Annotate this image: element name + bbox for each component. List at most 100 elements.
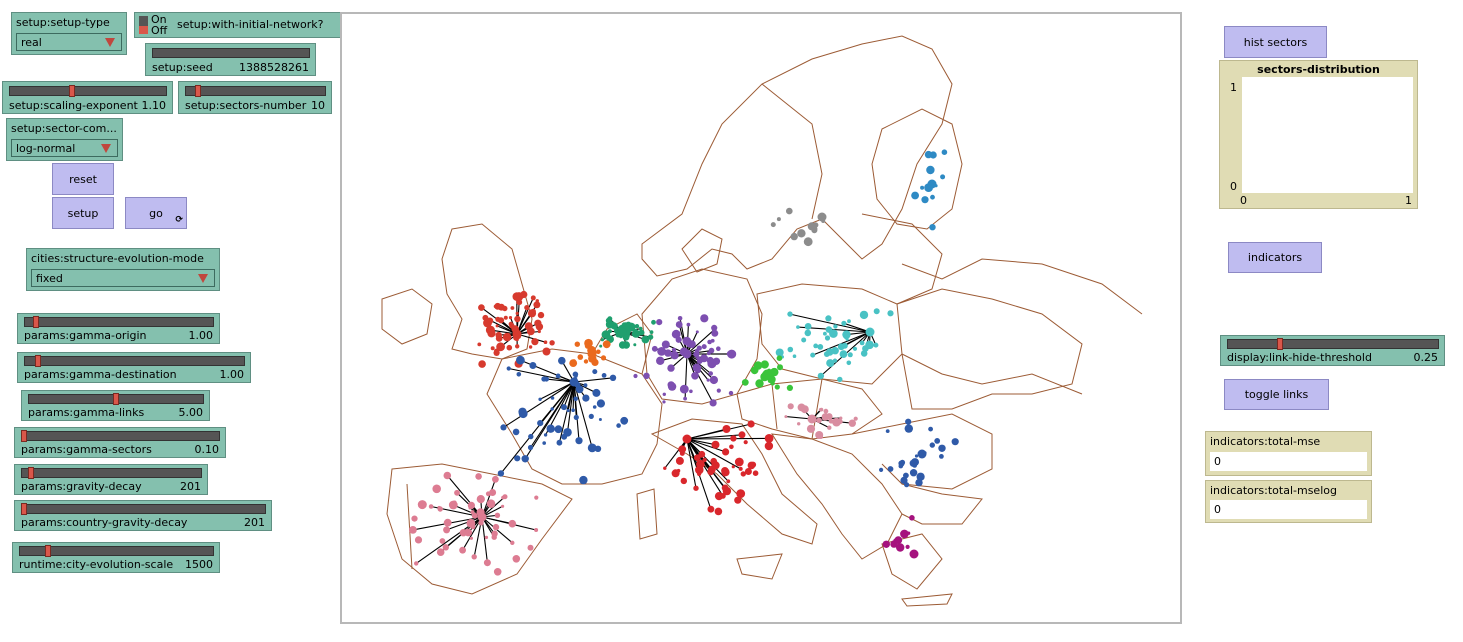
indicators-button[interactable]: indicators [1228,242,1322,273]
seed-slider[interactable]: setup:seed 1388528261 [145,43,316,76]
dropdown-arrow-icon [105,38,115,47]
gamma-origin-slider[interactable]: params:gamma-origin 1.00 [17,313,220,344]
structure-mode-dropdown[interactable]: fixed [31,269,215,287]
gamma-destination-slider[interactable]: params:gamma-destination 1.00 [17,352,251,383]
city-node [774,384,780,390]
city-node [497,470,505,477]
city-node [546,424,555,433]
dropdown-arrow-icon [198,274,208,283]
city-node [938,444,946,452]
city-node [914,454,919,458]
slider-knob[interactable] [69,85,75,97]
initial-network-switch[interactable]: On Off setup:with-initial-network? [134,12,352,38]
city-node [487,329,496,338]
slider-knob[interactable] [28,467,34,479]
city-node [744,468,752,475]
city-evolution-scale-slider[interactable]: runtime:city-evolution-scale 1500 [12,542,220,573]
city-node [816,417,822,423]
slider-track[interactable] [19,546,214,556]
slider-track[interactable] [24,356,245,366]
toggle-links-button[interactable]: toggle links [1224,379,1329,410]
setup-button[interactable]: setup [52,197,114,229]
city-evolution-scale-value: 1500 [185,558,213,571]
gamma-links-slider[interactable]: params:gamma-links 5.00 [21,390,210,421]
slider-track[interactable] [185,86,326,96]
city-node [859,340,865,346]
city-node [602,340,611,349]
city-node [941,149,948,155]
city-node [691,372,699,380]
switch-knob[interactable] [139,26,148,34]
gamma-sectors-slider[interactable]: params:gamma-sectors 0.10 [14,427,226,458]
slider-track[interactable] [21,468,202,478]
gravity-decay-slider[interactable]: params:gravity-decay 201 [14,464,208,495]
slider-track[interactable] [21,504,266,514]
city-node [909,459,917,467]
city-node [598,418,602,421]
slider-track[interactable] [9,86,167,96]
city-node [503,315,508,320]
city-node [587,443,597,453]
slider-knob[interactable] [1277,338,1283,350]
city-node [528,433,534,440]
network-link [566,381,575,433]
network-link [516,333,546,343]
city-node [493,304,498,309]
slider-knob[interactable] [35,355,41,367]
city-node [498,303,505,311]
sector-composition-chooser[interactable]: setup:sector-com... log-normal [6,118,123,161]
slider-knob[interactable] [195,85,201,97]
city-node [651,345,658,352]
city-node [577,354,584,360]
go-button[interactable]: go ⟳ [125,197,187,229]
city-node [797,229,806,238]
city-node [675,456,684,465]
network-link [686,438,724,497]
reset-button[interactable]: reset [52,163,114,195]
slider-track[interactable] [21,431,220,441]
slider-knob[interactable] [113,393,119,405]
slider-knob[interactable] [45,545,51,557]
city-node [411,515,418,522]
world-view[interactable] [340,12,1182,624]
city-node [819,407,824,412]
city-node [436,548,445,556]
city-node [726,479,731,484]
city-node [442,544,449,551]
slider-track[interactable] [1227,339,1439,349]
city-node [873,342,879,348]
city-node [695,330,699,334]
country-gravity-decay-slider[interactable]: params:country-gravity-decay 201 [14,500,272,531]
network-link [446,516,483,531]
sector-comp-dropdown[interactable]: log-normal [11,139,118,157]
city-node [667,364,675,372]
switch-track[interactable] [139,16,148,34]
city-node [527,544,534,551]
scaling-exponent-slider[interactable]: setup:scaling-exponent 1.10 [2,81,173,114]
slider-knob[interactable] [21,430,27,442]
gamma-origin-label: params:gamma-origin [24,329,147,342]
city-evolution-scale-label: runtime:city-evolution-scale [19,558,174,571]
city-node [832,358,838,363]
border-portugal [406,483,413,570]
setup-type-chooser[interactable]: setup:setup-type real [11,12,127,55]
slider-track[interactable] [152,48,310,58]
setup-type-dropdown[interactable]: real [16,33,122,51]
link-hide-threshold-slider[interactable]: display:link-hide-threshold 0.25 [1220,335,1445,366]
city-node [828,418,834,424]
sectors-number-slider[interactable]: setup:sectors-number 10 [178,81,332,114]
city-node [484,535,489,540]
city-node [417,500,427,510]
slider-knob[interactable] [21,503,27,515]
city-node [920,185,925,190]
city-node [797,422,801,426]
city-node [813,343,819,349]
city-node [500,424,507,431]
city-hub [917,449,927,459]
city-node [823,331,827,336]
slider-knob[interactable] [33,316,39,328]
hist-sectors-button[interactable]: hist sectors [1224,26,1327,58]
structure-evolution-chooser[interactable]: cities:structure-evolution-mode fixed [26,248,220,291]
city-node [939,454,944,459]
slider-track[interactable] [24,317,214,327]
